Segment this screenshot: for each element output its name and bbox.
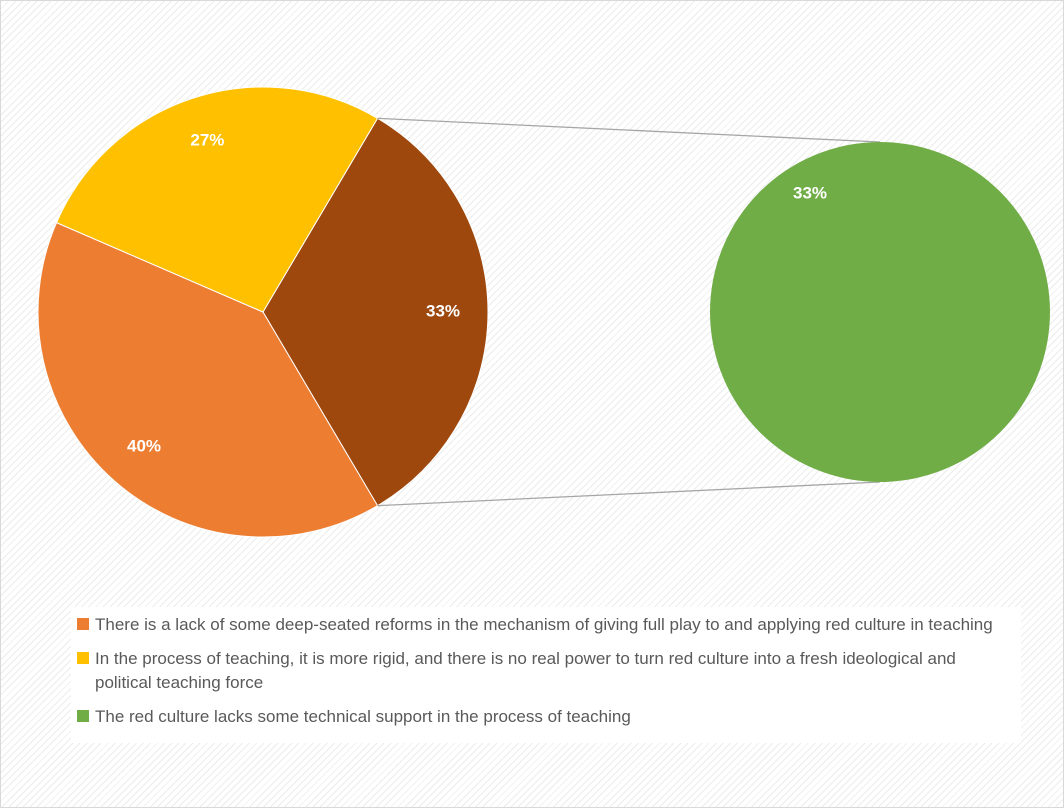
data-label: 40% <box>127 436 161 455</box>
pie-of-pie-chart: 33% 40% 27% 33% <box>37 86 1050 538</box>
connector-line-top <box>377 117 881 143</box>
data-label: 33% <box>426 301 460 320</box>
legend-label: In the process of teaching, it is more r… <box>95 649 956 692</box>
legend-label: There is a lack of some deep-seated refo… <box>95 615 993 634</box>
legend-swatch <box>77 710 89 722</box>
connector-line-bottom <box>377 481 881 507</box>
legend-item: The red culture lacks some technical sup… <box>77 705 1015 729</box>
pie-slice-1 <box>55 86 379 313</box>
legend-item: In the process of teaching, it is more r… <box>77 647 1015 695</box>
legend-label: The red culture lacks some technical sup… <box>95 707 631 726</box>
legend: There is a lack of some deep-seated refo… <box>71 607 1021 743</box>
secondary-pie-slice <box>710 142 1050 482</box>
legend-swatch <box>77 652 89 664</box>
data-label: 27% <box>190 130 224 149</box>
legend-swatch <box>77 618 89 630</box>
pie-slice-other <box>262 117 489 507</box>
legend-item: There is a lack of some deep-seated refo… <box>77 613 1015 637</box>
data-label: 33% <box>793 183 827 202</box>
pie-slice-0 <box>37 221 379 538</box>
